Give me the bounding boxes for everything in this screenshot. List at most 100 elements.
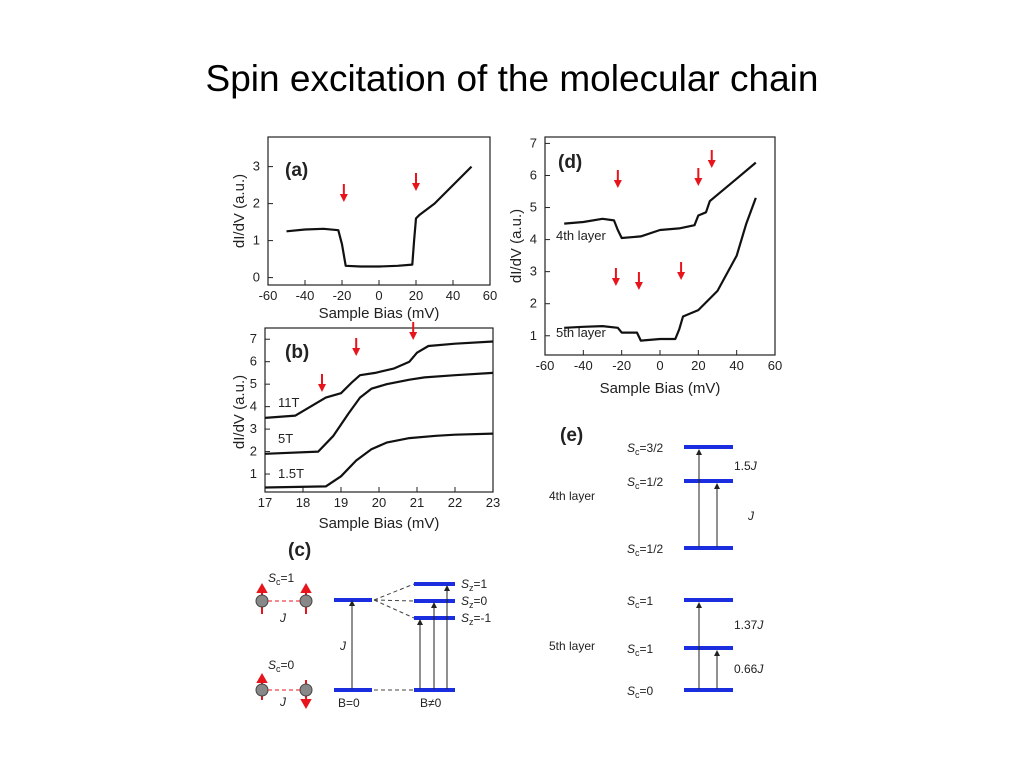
x-tick-label: 0 [375,288,382,303]
x-tick-label: 60 [483,288,497,303]
gap-1-37j: 1.37J [734,618,764,632]
red-arrow [318,374,326,392]
e-label-s12-upper: Sc=1/2 [627,475,664,491]
red-arrow [611,268,620,286]
series-label-5t: 5T [278,431,293,446]
x-tick-label: 20 [372,495,386,510]
panel-d-label: (d) [558,152,582,173]
y-tick-label: 4 [530,232,537,247]
x-tick-label: 18 [296,495,310,510]
y-tick-label: 2 [250,444,257,459]
red-arrow [707,150,716,168]
panel-d-x-ticks: -60 -40 -20 0 20 40 60 [536,350,782,373]
panel-b-label: (b) [285,342,309,363]
sc1-label: Sc=1 [268,571,295,587]
b-nonzero-label: B≠0 [420,696,442,710]
x-tick-label: 0 [656,358,663,373]
e-label-s0: Sc=0 [627,684,654,700]
panel-e-label: (e) [560,425,583,446]
e-label-s12-lower: Sc=1/2 [627,542,664,558]
e-label-s32: Sc=3/2 [627,441,664,457]
series-line-main [286,165,473,268]
y-tick-label: 6 [530,167,537,182]
panel-b-curves [264,340,494,489]
series-label-5th-layer: 5th layer [556,325,607,340]
red-arrow [677,262,686,280]
x-tick-label: -60 [259,288,278,303]
y-tick-label: 7 [530,135,537,150]
red-arrow [694,168,703,186]
j-label-top: J [279,611,287,625]
x-tick-label: 20 [409,288,423,303]
layer4-label: 4th layer [549,489,595,503]
layer5-label: 5th layer [549,639,595,653]
sc0-label: Sc=0 [268,658,295,674]
red-arrow [412,173,420,191]
y-tick-label: 0 [253,270,260,285]
panel-b-ylabel: dI/dV (a.u.) [231,375,248,449]
series-label-4th-layer: 4th layer [556,228,607,243]
panel-a-y-ticks: 0 1 2 3 [253,159,273,285]
slide-title: Spin excitation of the molecular chain [205,58,819,99]
panel-a-curves [286,165,473,268]
y-tick-label: 1 [253,233,260,248]
x-tick-label: 19 [334,495,348,510]
series-line-11t [264,340,494,419]
panel-b-xlabel: Sample Bias (mV) [319,515,440,532]
series-line-5th-layer [564,197,757,342]
red-arrow [352,338,361,356]
x-tick-label: 22 [448,495,462,510]
red-arrow [409,322,418,340]
panel-a-arrows [339,173,420,202]
gap-1-5j: 1.5J [734,459,758,473]
x-tick-label: 21 [410,495,424,510]
panel-a-ylabel: dI/dV (a.u.) [231,174,248,248]
b-zero-label: B=0 [338,696,360,710]
panel-a-x-ticks: -60 -40 -20 0 20 40 60 [259,280,497,303]
x-tick-label: 60 [768,358,782,373]
panel-d-y-ticks: 1 2 3 4 5 6 7 [530,135,550,343]
y-tick-label: 3 [253,159,260,174]
j-label-mid: J [339,639,347,653]
panel-d: -60 -40 -20 0 20 40 60 1 2 3 4 5 6 7 (d) Sample Bias… [508,135,782,397]
x-tick-label: 23 [486,495,500,510]
y-tick-label: 3 [250,421,257,436]
series-line-4th-layer [564,161,757,240]
panel-a-xlabel: Sample Bias (mV) [319,305,440,322]
x-tick-label: 40 [729,358,743,373]
x-tick-label: -40 [574,358,593,373]
x-tick-label: 17 [258,495,272,510]
red-arrow [613,170,622,188]
x-tick-label: -20 [333,288,352,303]
y-tick-label: 2 [253,196,260,211]
sz-zero-label: Sz=0 [461,594,488,610]
panel-b-x-ticks: 17 18 19 20 21 22 23 [258,487,500,510]
sz-plus-label: Sz=1 [461,577,488,593]
spin-pair-parallel [255,582,313,614]
y-tick-label: 5 [250,376,257,391]
series-line-1-5t [264,432,494,489]
panel-b-y-ticks: 1 2 3 4 5 6 7 [250,331,270,481]
sz-minus-label: Sz=-1 [461,611,492,627]
gap-j: J [747,509,755,523]
panel-a-label: (a) [285,160,308,181]
panel-c: (c) Sc=1 J Sc=0 J J [255,540,492,710]
e-label-s1-lower: Sc=1 [627,642,654,658]
panel-d-arrows [611,150,716,290]
red-arrow [339,184,348,202]
panel-e: (e) 4th layer 5th layer Sc=3/2 Sc=1/2 Sc… [549,425,764,700]
panel-b-arrows [318,322,418,392]
panel-c-label: (c) [288,540,311,561]
spin-pair-antiparallel [255,672,313,710]
y-tick-label: 6 [250,354,257,369]
j-label-bottom: J [279,695,287,709]
series-line-5t [264,371,494,455]
panel-d-curves [564,161,757,342]
y-tick-label: 4 [250,399,257,414]
x-tick-label: -60 [536,358,555,373]
gap-0-66j: 0.66J [734,662,764,676]
series-label-1-5t: 1.5T [278,466,304,481]
y-tick-label: 5 [530,200,537,215]
